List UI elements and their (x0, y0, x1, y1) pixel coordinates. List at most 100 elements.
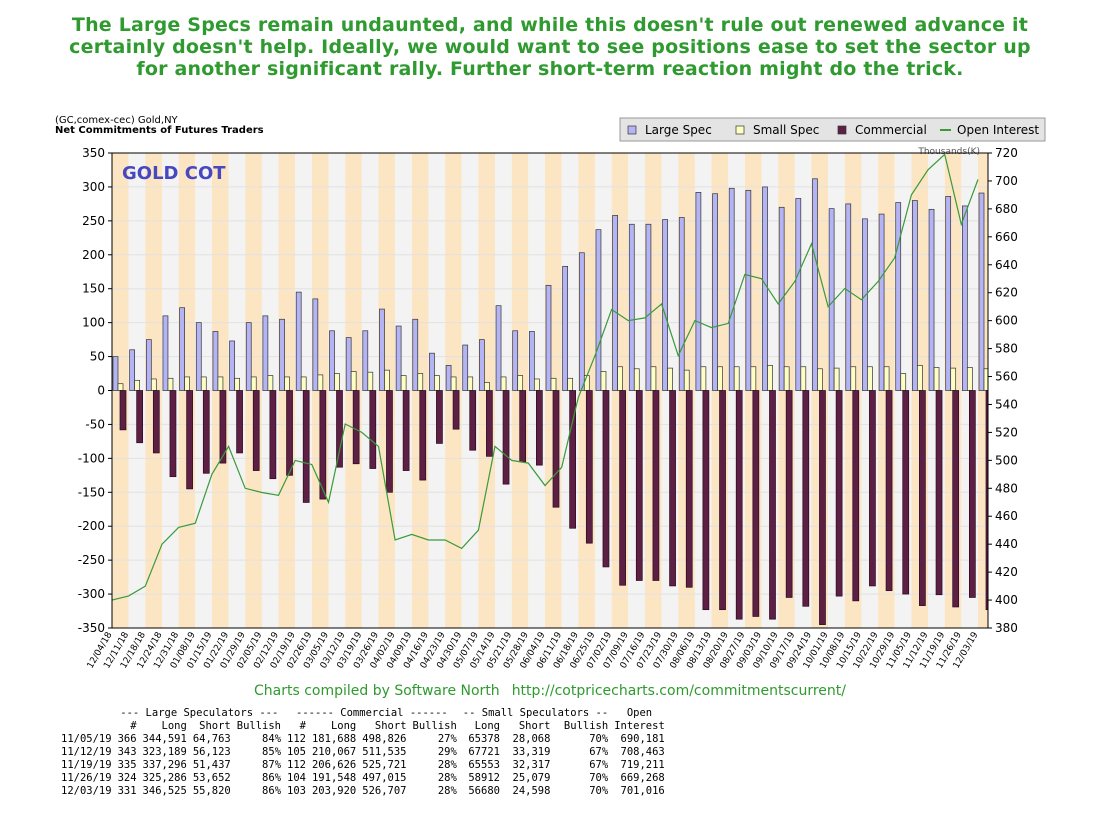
table-cell: 67% (589, 759, 609, 771)
bar (552, 390, 560, 508)
y-tick-label: 150 (82, 282, 105, 296)
table-cell: 191,548 (311, 772, 357, 784)
y-tick-label: -100 (78, 451, 105, 465)
legend-marker (735, 125, 745, 135)
bar (595, 229, 602, 391)
bar (702, 390, 710, 611)
bar (345, 337, 352, 391)
bar (683, 369, 690, 391)
table-cell: 29% (437, 746, 457, 758)
table-cell: 28% (437, 785, 457, 797)
bar (800, 366, 807, 391)
table-cell: 32,317 (512, 759, 551, 771)
bar (179, 307, 185, 391)
bar (467, 376, 474, 391)
bar (417, 373, 424, 391)
bar (445, 365, 452, 391)
table-cell: 701,016 (620, 785, 665, 797)
bar (202, 390, 210, 474)
bar (362, 330, 369, 391)
bar (319, 390, 327, 500)
bar (236, 390, 243, 454)
y-tick-label: 0 (97, 384, 105, 398)
bar (750, 366, 757, 391)
bar (812, 178, 818, 391)
table-cell: 511,535 (362, 746, 407, 758)
annotation: GOLD COT (122, 163, 226, 184)
bar (295, 291, 302, 391)
y-tick-label: 200 (82, 248, 105, 262)
table-cell: 181,688 (311, 733, 357, 745)
table-cell: 85% (262, 746, 282, 758)
table-cell: 344,591 (142, 733, 187, 745)
bar (885, 390, 893, 592)
table-cell: 497,015 (362, 772, 407, 784)
legend-box (619, 117, 1046, 142)
bar (633, 368, 640, 391)
column-header: Short (199, 720, 231, 732)
commentary-line: certainly doesn't help. Ideally, we woul… (69, 36, 1031, 58)
open-interest-line (111, 153, 979, 601)
bar (369, 390, 377, 469)
table-cell: 65378 (468, 733, 500, 745)
bar (167, 377, 174, 391)
table-cell: 86% (262, 785, 282, 797)
group-header: -- Small Speculators -- (462, 707, 609, 719)
bar (462, 344, 469, 391)
bar (484, 382, 490, 391)
table-cell: 325,286 (142, 772, 187, 784)
table-cell: 337,296 (142, 759, 187, 771)
table-cell: 498,826 (362, 733, 407, 745)
bar (912, 200, 918, 391)
bar (200, 376, 207, 391)
bar (317, 374, 324, 391)
bar (802, 390, 810, 607)
table-cell: 206,626 (311, 759, 357, 771)
column-header: # (299, 720, 306, 732)
table-cell: 51,437 (192, 759, 231, 771)
bar (635, 390, 643, 581)
y2-tick-label: 520 (995, 425, 1018, 439)
bar (569, 390, 577, 529)
footer: Charts compiled by Software North http://… (0, 683, 1100, 699)
table-cell: 33,319 (512, 746, 551, 758)
y-tick-label: -250 (78, 553, 105, 567)
table-cell: 24,598 (512, 785, 551, 797)
bar (900, 373, 907, 391)
bar (395, 325, 402, 391)
y2-tick-label: 720 (995, 146, 1018, 160)
bar (336, 390, 343, 468)
cot-table: --- Large Speculators --- ------ Commerci… (58, 707, 668, 798)
bar (234, 377, 240, 391)
commentary-line: for another significant rally. Further s… (136, 58, 964, 80)
bar (245, 322, 252, 391)
bar (700, 366, 707, 391)
bar (645, 223, 652, 391)
column-header: Bullish (236, 720, 282, 732)
bar (968, 390, 976, 598)
y2-tick-label: 640 (995, 258, 1018, 272)
bar (617, 366, 623, 391)
table-cell: 105 (287, 746, 306, 758)
y-tick-label: 350 (82, 146, 105, 160)
bar (150, 378, 157, 391)
table-row: 11/05/19 366 344,591 64,763 84% 112 181,688 498… (58, 733, 668, 746)
bar (517, 375, 524, 391)
bar (733, 366, 740, 391)
bar (966, 367, 973, 391)
bar (412, 318, 419, 391)
bar (195, 322, 202, 391)
bar (550, 377, 557, 391)
table-cell: 11/19/19 (61, 759, 112, 771)
bar (928, 208, 935, 391)
y2-tick-label: 660 (995, 230, 1018, 244)
table-cell: 58912 (468, 772, 500, 784)
bar (129, 349, 136, 391)
commentary: The Large Specs remain undaunted, and wh… (60, 14, 1040, 80)
bar (745, 189, 752, 391)
credit: Charts compiled by Software North (254, 683, 500, 699)
table-cell: 669,268 (620, 772, 665, 784)
bar (136, 390, 144, 444)
